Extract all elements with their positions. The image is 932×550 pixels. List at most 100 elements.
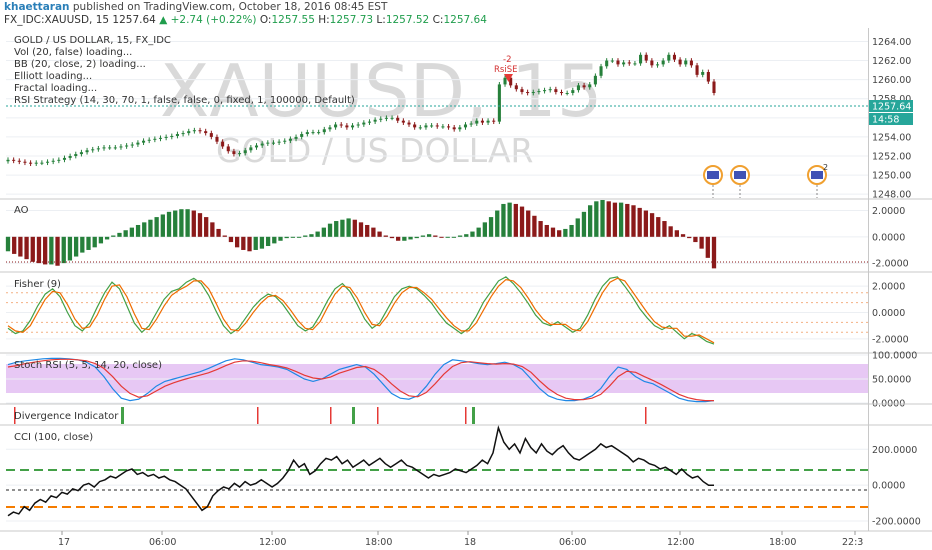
divergence-title[interactable]: Divergence Indicator xyxy=(14,411,119,422)
candle-body xyxy=(565,93,569,94)
candle-body xyxy=(616,60,620,65)
candle-body xyxy=(492,120,496,122)
y-tick-label: 1264.00 xyxy=(872,37,911,48)
author-link[interactable]: khaettaran xyxy=(4,1,70,13)
main-pane[interactable]: XAUUSD, 15 GOLD / US DOLLAR 1264.001262.… xyxy=(6,35,913,201)
y-tick-label: 1250.00 xyxy=(872,171,911,182)
ao-bar xyxy=(519,206,525,237)
candle-body xyxy=(447,126,451,128)
candle-body xyxy=(503,77,507,85)
divergence-marker xyxy=(645,407,647,424)
ao-bar xyxy=(680,234,686,237)
y-tick-label: 1258.00 xyxy=(872,94,911,105)
ao-bar xyxy=(228,236,234,243)
ao-bar xyxy=(117,232,122,237)
candle-body xyxy=(684,60,688,65)
candle-body xyxy=(672,54,677,60)
time-axis[interactable]: 17 06:00 12:00 18:00 18 06:00 12:00 18:00 22:3 xyxy=(58,531,863,548)
symbol-name: FX_IDC:XAUUSD, 15 xyxy=(4,14,110,26)
candle-body xyxy=(475,120,479,124)
open-label: O: xyxy=(259,14,272,26)
divergence-marker xyxy=(352,407,355,424)
ao-bar xyxy=(148,219,153,237)
ao-bar xyxy=(488,217,494,237)
divergence-marker xyxy=(257,407,259,424)
legend-main[interactable]: GOLD / US DOLLAR, 15, FX_IDC xyxy=(14,35,171,46)
cci-pane[interactable]: 200.0000 0.0000 -200.0000 CCI (100, close) xyxy=(6,425,921,528)
high-label: H: xyxy=(318,14,330,26)
event-flag-icon[interactable] xyxy=(703,165,723,198)
ao-bar xyxy=(550,227,556,237)
candle-body xyxy=(469,123,473,125)
ao-bar xyxy=(216,228,221,237)
ao-bar xyxy=(303,235,308,237)
x-tick-label: 18:00 xyxy=(365,537,392,548)
ao-bar xyxy=(414,236,419,239)
legend-bb[interactable]: BB (20, close, 2) loading... xyxy=(14,59,146,70)
y-tick-label: 1262.00 xyxy=(872,56,911,67)
ao-bar xyxy=(365,224,370,237)
candle-body xyxy=(136,142,140,145)
candle-body xyxy=(407,122,411,125)
ao-bar xyxy=(86,236,91,250)
candle-body xyxy=(424,125,428,128)
ao-title[interactable]: AO xyxy=(14,205,29,216)
candle-body xyxy=(644,54,648,61)
stoch-title[interactable]: Stoch RSI (5, 5, 14, 20, close) xyxy=(14,360,162,371)
candle-body xyxy=(373,119,377,122)
candle-body xyxy=(701,72,705,75)
x-tick-label: 12:00 xyxy=(259,537,286,548)
ao-bar xyxy=(377,231,382,237)
candle-body xyxy=(85,150,89,153)
published-text: published on TradingView.com, October 18… xyxy=(72,1,388,13)
ao-bar xyxy=(73,236,79,257)
candle-body xyxy=(588,84,592,88)
ao-bar xyxy=(631,205,636,237)
event-flag-icon[interactable] xyxy=(730,165,750,198)
divergence-pane[interactable]: Divergence Indicator xyxy=(14,407,647,424)
ao-bar xyxy=(389,236,395,239)
legend-fractal[interactable]: Fractal loading... xyxy=(14,83,97,94)
candle-body xyxy=(305,132,309,135)
divergence-marker xyxy=(465,407,467,424)
event-flag-icon[interactable]: 2 xyxy=(807,163,828,198)
candle-body xyxy=(102,147,106,149)
ao-bar xyxy=(581,211,587,237)
candle-body xyxy=(458,127,462,130)
ao-bar xyxy=(142,222,147,237)
y-tick-label: 1248.00 xyxy=(872,190,911,201)
candle-body xyxy=(379,118,383,120)
open-value: 1257.55 xyxy=(271,14,315,26)
candle-body xyxy=(356,124,360,126)
candle-body xyxy=(147,139,151,141)
ao-bar xyxy=(643,210,649,237)
candle-body xyxy=(204,131,208,134)
candle-body xyxy=(130,144,134,146)
candle-body xyxy=(322,129,326,133)
legend-elliott[interactable]: Elliott loading... xyxy=(14,71,92,82)
candle-body xyxy=(215,136,219,142)
candle-body xyxy=(543,90,547,92)
candle-body xyxy=(452,127,456,130)
fisher-title[interactable]: Fisher (9) xyxy=(14,279,61,290)
legend-vol[interactable]: Vol (20, false) loading... xyxy=(14,47,132,58)
candle-body xyxy=(655,64,660,66)
candle-body xyxy=(79,152,83,155)
candle-body xyxy=(51,160,55,162)
legend-rsi-strategy[interactable]: RSI Strategy (14, 30, 70, 1, false, fals… xyxy=(14,95,355,106)
candle-body xyxy=(678,59,682,65)
fisher-pane[interactable]: 2.0000 0.0000 -2.0000 Fisher (9) xyxy=(6,276,909,345)
cci-title[interactable]: CCI (100, close) xyxy=(14,432,93,443)
ao-pane[interactable]: 2.0000 0.0000 -2.0000 AO xyxy=(5,200,909,270)
event-count: 2 xyxy=(823,163,828,172)
ao-bar xyxy=(358,222,364,237)
candle-body xyxy=(158,137,163,139)
candle-body xyxy=(430,125,434,127)
candle-body xyxy=(339,124,343,126)
candle-body xyxy=(362,122,366,125)
candle-body xyxy=(209,133,213,137)
candle-body xyxy=(68,156,72,158)
candle-body xyxy=(441,126,445,128)
